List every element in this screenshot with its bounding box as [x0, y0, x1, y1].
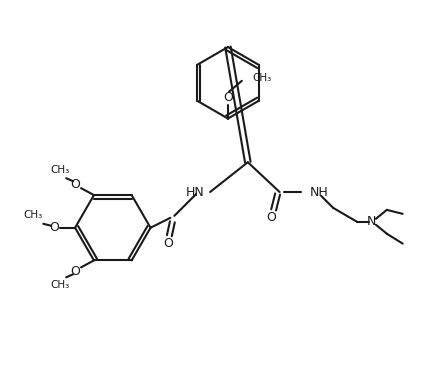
Text: O: O — [223, 91, 233, 104]
Text: O: O — [70, 265, 80, 278]
Text: O: O — [267, 211, 277, 224]
Text: CH₃: CH₃ — [24, 210, 43, 220]
Text: CH₃: CH₃ — [253, 73, 272, 83]
Text: CH₃: CH₃ — [50, 280, 70, 290]
Text: HN: HN — [186, 186, 204, 198]
Text: CH₃: CH₃ — [50, 165, 70, 175]
Text: O: O — [70, 178, 80, 191]
Text: O: O — [50, 221, 59, 234]
Text: NH: NH — [310, 186, 328, 198]
Text: N: N — [367, 215, 376, 228]
Text: O: O — [163, 237, 173, 250]
